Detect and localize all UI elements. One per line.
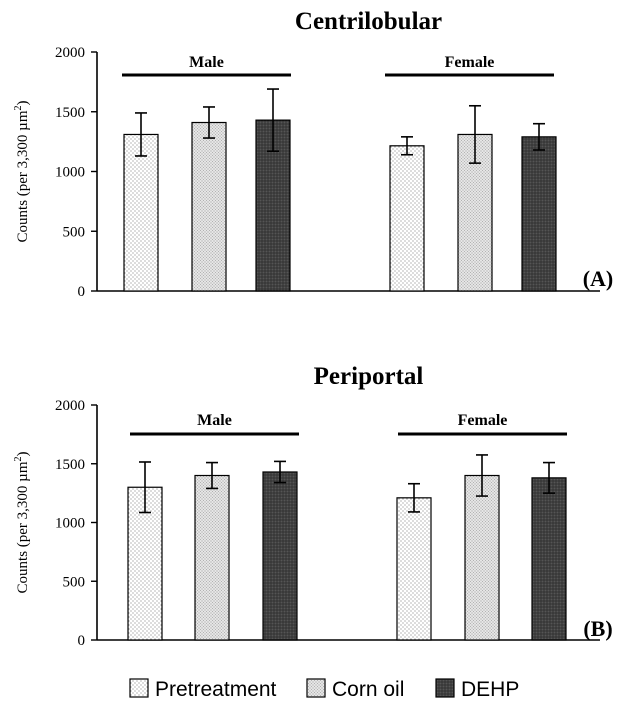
bar [191,121,227,292]
panel-label: (B) [583,616,612,641]
y-axis-label: Counts (per 3,300 µm2) [13,452,31,594]
group-label: Male [197,412,232,429]
y-tick-label: 1000 [55,165,85,181]
legend-swatch [435,678,455,698]
y-tick-label: 500 [63,224,86,240]
chart-panel-1: Centrilobular 0 500 1000 1500 2000 Counts (per… [13,8,613,300]
bar [464,474,500,641]
legend-label: DEHP [461,678,519,701]
bar [123,133,159,292]
bar [389,145,425,292]
y-tick-label: 1000 [55,516,85,532]
y-tick-label: 2000 [55,398,85,414]
bar [262,471,298,641]
group-label: Female [458,412,508,429]
y-tick-label: 0 [78,284,86,300]
chart-title: Periportal [314,363,424,390]
bar [531,477,567,641]
legend-swatch [129,678,149,698]
group-label: Female [445,54,495,71]
group-label: Male [189,54,224,71]
legend-label: Pretreatment [155,678,277,701]
bar [396,497,432,641]
y-tick-label: 2000 [55,45,85,61]
y-tick-label: 1500 [55,457,85,473]
chart-panel-2: Periportal 0 500 1000 1500 2000 Counts (per 3,… [13,363,613,649]
legend-label: Corn oil [332,678,404,701]
y-tick-label: 0 [78,633,86,649]
legend: Pretreatment Corn oil DEHP [129,678,519,701]
bar [521,136,557,292]
panel-label: (A) [583,266,614,291]
y-tick-label: 500 [63,574,86,590]
y-axis-label: Counts (per 3,300 µm2) [13,101,31,243]
bar [194,474,230,641]
y-tick-label: 1500 [55,105,85,121]
legend-swatch [306,678,326,698]
chart-title: Centrilobular [295,8,442,35]
